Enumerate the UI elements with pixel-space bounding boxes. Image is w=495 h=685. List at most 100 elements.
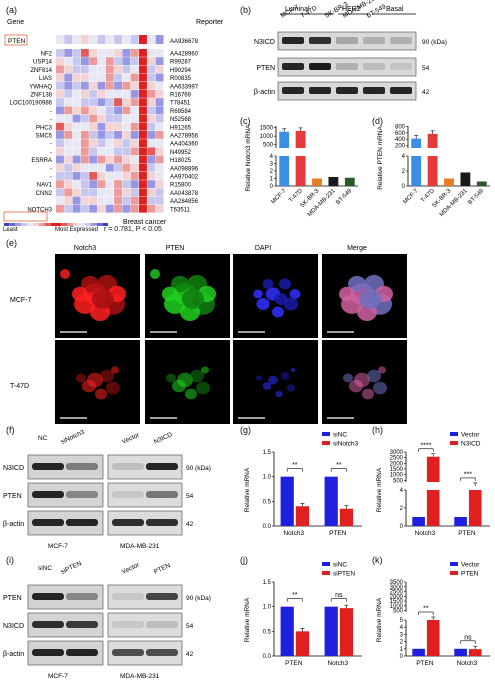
legend-label: Vector bbox=[461, 432, 480, 439]
lane-label: siNotch3 bbox=[60, 429, 86, 446]
heatmap-cell bbox=[89, 90, 98, 98]
tick-label: 0 bbox=[400, 524, 404, 530]
tick-label: 4 bbox=[400, 488, 404, 494]
panel-label-i: (i) bbox=[6, 555, 14, 565]
heatmap-cell bbox=[56, 204, 64, 213]
heatmap-cell bbox=[72, 163, 81, 172]
heatmap-cell bbox=[105, 49, 114, 57]
heatmap-cell bbox=[80, 57, 89, 65]
heatmap-cell bbox=[72, 98, 81, 106]
blot-band bbox=[363, 37, 385, 44]
tick-label: 1500 bbox=[390, 467, 404, 473]
micro-column-label: Merge bbox=[347, 245, 367, 252]
heatmap-cell bbox=[114, 180, 122, 188]
heatmap-gene-label: LIAS bbox=[39, 76, 52, 82]
micro-column-label: PTEN bbox=[166, 245, 185, 252]
heatmap-cell bbox=[56, 73, 64, 82]
tick-label: 0.5 bbox=[263, 499, 272, 505]
heatmap-cell bbox=[56, 122, 64, 131]
heatmap-cell bbox=[64, 106, 73, 115]
heatmap-cell bbox=[155, 180, 164, 188]
heatmap-cell bbox=[97, 180, 106, 188]
chart-c-notch3: Relative Notch3 mRNA 500 1000 1500 01 23 4 MCF-… bbox=[245, 124, 358, 218]
heatmap-cell bbox=[97, 81, 106, 90]
heatmap-cell bbox=[72, 73, 81, 82]
heatmap-cell bbox=[147, 90, 156, 98]
heatmap-cell bbox=[56, 172, 64, 180]
cell bbox=[272, 306, 284, 318]
heatmap-cell bbox=[122, 196, 131, 205]
heatmap-cell bbox=[56, 81, 64, 90]
legend-label: siNotch3 bbox=[333, 441, 359, 448]
heatmap-cell bbox=[147, 114, 156, 123]
heatmap-cell bbox=[155, 131, 164, 139]
heatmap-cell bbox=[122, 188, 131, 197]
heatmap-cell bbox=[97, 147, 106, 156]
heatmap-cell bbox=[97, 57, 106, 65]
tick-label: 400 bbox=[395, 137, 406, 143]
cell bbox=[100, 369, 114, 383]
heatmap-top-row bbox=[56, 35, 164, 44]
heatmap-cell bbox=[64, 163, 73, 172]
tick-label: 600 bbox=[395, 131, 406, 137]
blot-band bbox=[66, 593, 98, 600]
bar bbox=[411, 156, 422, 186]
bar bbox=[468, 649, 482, 656]
lane-label: PTEN bbox=[153, 562, 172, 576]
heatmap-cell bbox=[130, 122, 139, 131]
cell bbox=[343, 373, 353, 383]
heatmap-cell bbox=[80, 188, 89, 197]
tick-label: 1.0 bbox=[263, 605, 272, 611]
tick-label: 0 bbox=[270, 184, 274, 190]
heatmap-cell bbox=[64, 57, 73, 65]
heatmap-cell bbox=[147, 188, 156, 197]
heatmap-cell bbox=[56, 57, 64, 65]
blot-band bbox=[66, 463, 98, 470]
heatmap-cell bbox=[105, 131, 114, 139]
heatmap-cell bbox=[64, 81, 73, 90]
heatmap-gene-label: - bbox=[50, 142, 52, 148]
cell bbox=[182, 289, 204, 309]
micro-row-label: MCF-7 bbox=[10, 297, 31, 304]
tick-label: 2000 bbox=[390, 461, 404, 467]
heatmap-cell bbox=[80, 81, 89, 90]
heatmap-cell bbox=[114, 163, 122, 172]
heatmap-cell bbox=[139, 155, 147, 164]
heatmap-cell bbox=[114, 90, 122, 98]
blot-band bbox=[390, 37, 412, 44]
bar bbox=[411, 138, 422, 148]
heatmap-cell bbox=[147, 35, 156, 44]
blot-row-label: N3ICD bbox=[254, 39, 275, 46]
cell bbox=[268, 375, 278, 385]
heatmap-cell bbox=[89, 73, 98, 82]
cell bbox=[348, 275, 366, 293]
heatmap-cell bbox=[114, 147, 122, 156]
heatmap-cell bbox=[105, 155, 114, 164]
blot-band bbox=[32, 491, 64, 498]
tick-label: 1500 bbox=[260, 126, 274, 132]
heatmap-cell bbox=[147, 81, 156, 90]
heatmap-cell bbox=[139, 90, 147, 98]
panel-label-h: (h) bbox=[372, 425, 383, 435]
blot-row-label: PTEN bbox=[3, 595, 22, 602]
heatmap-cell bbox=[130, 57, 139, 65]
heatmap-cell bbox=[139, 180, 147, 188]
blot-caption: MCF-7 bbox=[48, 543, 68, 550]
cell bbox=[262, 382, 272, 390]
tick-label: 2500 bbox=[390, 456, 404, 462]
tick-label: 2 bbox=[270, 169, 274, 175]
bar bbox=[412, 517, 425, 526]
tick-label: 4 bbox=[270, 154, 274, 160]
heatmap-gene-label: ZNF814 bbox=[30, 68, 52, 74]
heatmap-reporter-header: Reporter bbox=[196, 19, 224, 26]
heatmap-cell bbox=[80, 65, 89, 74]
tick-label: 500 bbox=[263, 143, 274, 149]
bar bbox=[344, 177, 355, 186]
heatmap-cell bbox=[155, 106, 164, 115]
bar bbox=[324, 606, 338, 656]
heatmap-top-reporter: AA936678 bbox=[170, 39, 199, 45]
tick-label: 5 bbox=[400, 618, 404, 624]
tick-label: 3000 bbox=[390, 585, 404, 591]
blot-row-label: PTEN bbox=[256, 65, 275, 72]
